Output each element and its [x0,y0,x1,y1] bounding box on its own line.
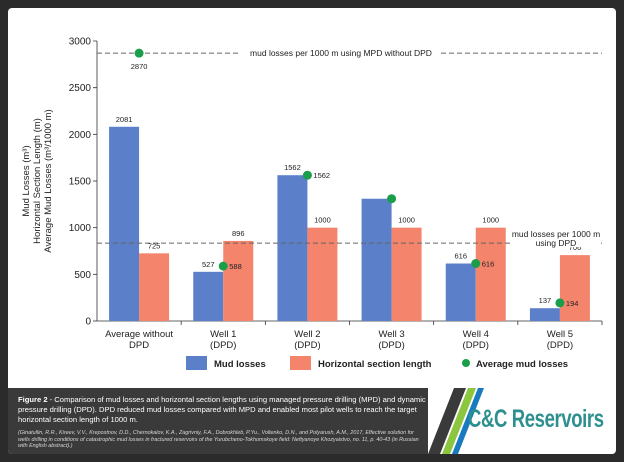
point-average-mud-losses [387,194,397,204]
legend-marker [462,359,470,367]
point-average-mud-losses [302,170,312,180]
y-tick-label: 1000 [69,223,92,234]
reference-label: using DPD [536,238,577,248]
data-label: 2081 [116,115,133,124]
x-tick-label: Well 4 [463,329,489,340]
y-axis-label: Mud Losses (m³) [21,145,32,216]
figure-label: Figure 2 [18,395,48,404]
data-label: 1000 [398,216,415,225]
x-tick-label: Well 3 [378,329,404,340]
data-label: 1562 [313,171,330,180]
citation: (Ginatullin, R.R., Kireev, V.V., Krepost… [18,430,419,450]
bar-mud-losses [109,126,140,321]
reference-label: mud losses per 1000 m using MPD without … [250,48,432,58]
bar-mud-losses [445,263,476,321]
y-tick-label: 2500 [69,83,92,94]
x-tick-label: (DPD) [463,340,489,351]
y-tick-label: 1500 [69,177,92,188]
point-average-mud-losses [555,298,565,308]
bar-horizontal-length [307,227,338,321]
bar-mud-losses [193,271,224,321]
legend-label: Mud losses [214,359,266,370]
legend-label: Average mud losses [476,359,568,370]
x-tick-label: DPD [129,340,149,351]
data-label: 896 [232,229,245,238]
legend-swatch [186,356,207,370]
reference-label: mud losses per 1000 m [512,229,600,239]
bar-horizontal-length [559,255,590,321]
point-average-mud-losses [471,259,481,269]
data-label: 527 [202,260,215,269]
reference-label-bg [511,228,601,248]
x-tick-label: Average without [105,329,173,340]
data-label: 194 [566,299,579,308]
bar-mud-losses [529,308,560,321]
reference-label-bg [241,47,441,60]
bar-mud-losses [277,175,308,321]
caption-text: - Comparison of mud losses and horizonta… [18,395,426,424]
data-label: 725 [148,241,161,250]
data-label: 616 [482,260,495,269]
bar-mud-losses [361,198,392,321]
data-label: 1000 [314,216,331,225]
brand-logo: C&C Reservoirs [428,388,616,454]
data-label: 706 [569,243,582,252]
data-label: 1000 [482,216,499,225]
y-tick-label: 0 [85,317,91,328]
y-tick-label: 3000 [69,37,92,48]
x-tick-label: (DPD) [547,340,573,351]
x-tick-label: Well 2 [294,329,320,340]
y-axis-label: Average Mud Losses (m³/1000 m) [43,109,54,252]
y-axis-label: Horizontal Section Length (m) [32,118,43,244]
x-tick-label: (DPD) [378,340,404,351]
bar-horizontal-length [223,240,254,321]
data-label: 588 [229,262,242,271]
legend-label: Horizontal section length [318,359,432,370]
point-average-mud-losses [134,48,144,58]
data-label: 2870 [131,62,148,71]
x-tick-label: (DPD) [294,340,320,351]
brand-name: C&C Reservoirs [468,405,604,433]
y-tick-label: 2000 [69,130,92,141]
figure-caption: Figure 2 - Comparison of mud losses and … [18,395,426,425]
data-label: 1562 [284,163,301,172]
data-label: 616 [454,252,467,261]
y-tick-label: 500 [74,270,91,281]
x-tick-label: Well 5 [547,329,573,340]
bar-horizontal-length [139,253,170,321]
point-average-mud-losses [218,261,228,271]
bar-horizontal-length [475,227,506,321]
data-label: 137 [539,296,552,305]
caption-panel: Figure 2 - Comparison of mud losses and … [8,388,616,454]
figure-frame: 0 500 1000 1500 2000 2500 3000 Mud Losses (m³) H… [8,8,616,454]
legend-swatch [290,356,311,370]
x-tick-label: (DPD) [210,340,236,351]
bar-horizontal-length [391,227,422,321]
logo-stripes-icon [428,388,484,454]
x-tick-label: Well 1 [210,329,236,340]
